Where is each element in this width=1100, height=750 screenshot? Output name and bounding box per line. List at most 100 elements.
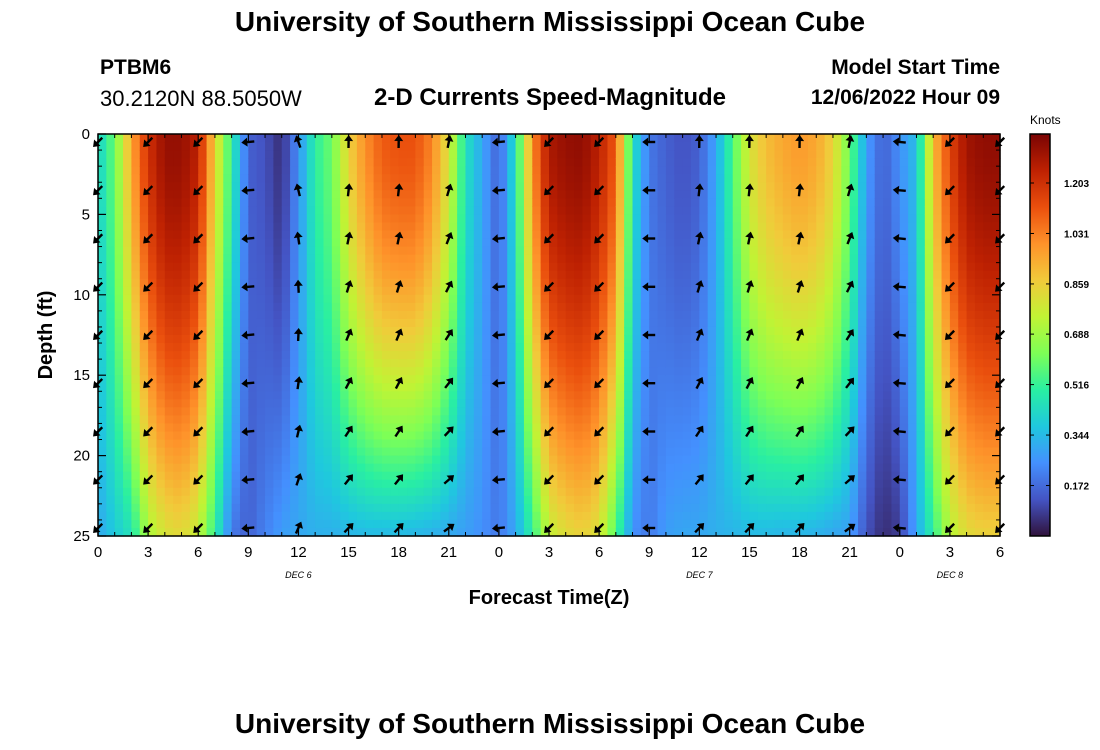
heatmap-cell [682, 230, 692, 240]
heatmap-cell [398, 463, 408, 473]
heatmap-cell [891, 399, 901, 408]
heatmap-cell [281, 391, 291, 400]
heatmap-cell [440, 198, 450, 207]
heatmap-cell [448, 142, 458, 151]
heatmap-cell [114, 375, 124, 384]
heatmap-cell [323, 431, 333, 441]
heatmap-cell [866, 158, 876, 167]
heatmap-cell [540, 399, 550, 408]
heatmap-cell [432, 302, 442, 312]
heatmap-cell [741, 487, 751, 497]
heatmap-cell [156, 335, 166, 344]
heatmap-cell [515, 262, 525, 272]
heatmap-cell [615, 399, 625, 408]
heatmap-cell [323, 495, 333, 505]
plot-subtitle: 2-D Currents Speed-Magnitude [373, 84, 727, 111]
heatmap-cell [189, 391, 199, 400]
heatmap-cell [248, 511, 258, 521]
heatmap-cell [315, 511, 325, 521]
heatmap-cell [674, 359, 684, 368]
heatmap-cell [565, 495, 575, 505]
heatmap-cell [532, 423, 542, 433]
heatmap-cell [540, 134, 550, 143]
heatmap-cell [114, 182, 124, 191]
heatmap-cell [432, 222, 442, 232]
heatmap-cell [265, 447, 274, 457]
heatmap-cell [649, 142, 659, 151]
heatmap-cell [624, 206, 634, 215]
heatmap-cell [290, 294, 300, 304]
heatmap-cell [306, 471, 316, 481]
heatmap-cell [348, 479, 358, 489]
heatmap-cell [306, 495, 316, 505]
heatmap-cell [607, 487, 617, 497]
heatmap-cell [348, 326, 358, 336]
heatmap-cell [682, 407, 692, 416]
heatmap-cell [607, 335, 617, 344]
heatmap-cell [523, 367, 533, 376]
heatmap-cell [398, 391, 408, 400]
heatmap-cell [557, 158, 567, 167]
heatmap-cell [682, 471, 692, 481]
heatmap-cell [265, 206, 274, 215]
heatmap-cell [331, 471, 341, 481]
heatmap-cell [908, 262, 918, 272]
heatmap-cell [123, 519, 133, 529]
heatmap-cell [899, 142, 909, 151]
heatmap-cell [858, 174, 867, 183]
heatmap-cell [465, 511, 475, 521]
heatmap-cell [398, 134, 408, 143]
heatmap-cell [824, 302, 834, 312]
heatmap-cell [532, 415, 542, 425]
heatmap-cell [874, 166, 884, 175]
heatmap-cell [599, 431, 609, 441]
heatmap-cell [924, 214, 934, 224]
heatmap-cell [565, 142, 575, 151]
heatmap-cell [98, 166, 107, 175]
heatmap-cell [858, 479, 867, 489]
heatmap-cell [356, 318, 366, 328]
heatmap-cell [557, 455, 567, 465]
heatmap-cell [415, 487, 425, 497]
heatmap-cell [607, 391, 617, 400]
heatmap-cell [690, 270, 700, 280]
heatmap-cell [507, 142, 517, 151]
heatmap-cell [649, 463, 659, 473]
heatmap-cell [824, 455, 834, 465]
heatmap-cell [916, 198, 926, 207]
heatmap-cell [298, 310, 308, 320]
heatmap-cell [106, 471, 116, 481]
heatmap-cell [407, 455, 416, 465]
heatmap-cell [557, 335, 567, 344]
heatmap-cell [866, 463, 876, 473]
heatmap-cell [883, 262, 893, 272]
heatmap-cell [690, 423, 700, 433]
heatmap-cell [498, 198, 508, 207]
heatmap-cell [298, 471, 308, 481]
heatmap-cell [682, 286, 692, 296]
heatmap-cell [866, 310, 876, 320]
heatmap-cell [883, 511, 893, 521]
heatmap-cell [423, 495, 433, 505]
heatmap-cell [657, 326, 667, 336]
heatmap-cell [265, 270, 274, 280]
heatmap-cell [114, 343, 124, 352]
heatmap-cell [615, 294, 625, 304]
heatmap-cell [599, 150, 609, 159]
heatmap-cell [407, 447, 416, 457]
heatmap-cell [123, 471, 133, 481]
heatmap-cell [849, 503, 859, 513]
heatmap-cell [824, 166, 834, 175]
heatmap-cell [331, 310, 341, 320]
heatmap-cell [582, 286, 592, 296]
heatmap-cell [148, 222, 158, 232]
heatmap-cell [699, 503, 709, 513]
heatmap-cell [707, 270, 717, 280]
heatmap-cell [841, 294, 851, 304]
heatmap-cell [482, 383, 492, 392]
heatmap-cell [490, 142, 500, 151]
heatmap-cell [306, 134, 316, 143]
heatmap-cell [716, 431, 725, 441]
heatmap-cell [774, 198, 784, 207]
heatmap-cell [649, 439, 659, 449]
